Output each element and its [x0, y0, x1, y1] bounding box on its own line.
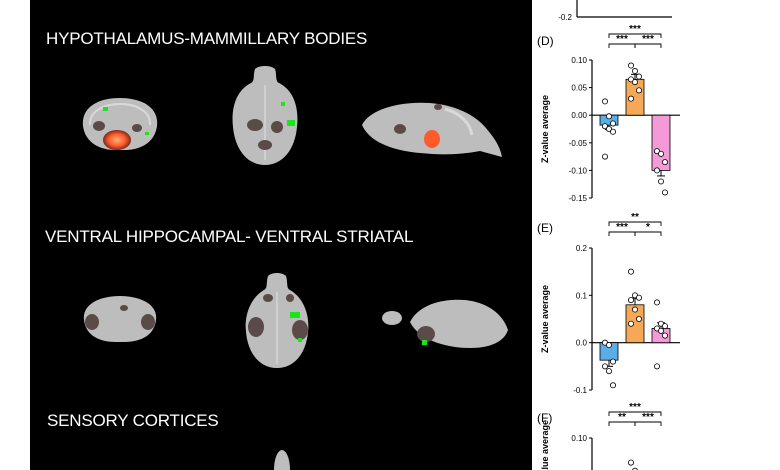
brain-image-panel: HYPOTHALAMUS-MAMMILLARY BODIES VENTRAL H…	[30, 0, 532, 470]
data-point	[606, 126, 613, 133]
significance-label: ***	[629, 24, 641, 35]
data-point	[628, 95, 635, 102]
data-point	[602, 123, 609, 130]
data-point	[632, 68, 639, 75]
data-point	[628, 297, 635, 304]
section-title-hypothalamus: HYPOTHALAMUS-MAMMILLARY BODIES	[46, 29, 368, 48]
significance-bracket	[608, 33, 662, 38]
data-point	[628, 268, 635, 275]
coronal-brain-slice-2	[83, 296, 157, 342]
data-point	[661, 323, 668, 330]
data-point	[632, 79, 639, 86]
significance-label: ***	[616, 222, 628, 233]
axial-brain-slice-1	[232, 66, 298, 165]
sagittal-brain-slice-2	[382, 299, 508, 348]
y-tick-label: -0.10	[569, 166, 588, 175]
significance-label: ***	[629, 402, 641, 413]
data-point	[606, 342, 613, 349]
y-tick-label: -0.15	[569, 194, 588, 203]
data-point	[628, 62, 635, 69]
data-point	[610, 128, 617, 135]
significance-label: ***	[616, 34, 628, 45]
data-point	[632, 306, 639, 313]
data-point	[658, 150, 665, 157]
section-title-ventral-hippocampal: VENTRAL HIPPOCAMPAL- VENTRAL STRIATAL	[45, 227, 414, 246]
y-tick-label: 0.1	[576, 291, 588, 300]
section-title-sensory-cortices: SENSORY CORTICES	[47, 411, 219, 430]
data-point	[654, 363, 661, 370]
y-tick-label: 0.10	[571, 56, 587, 65]
data-point	[654, 299, 661, 306]
significance-label: *	[646, 222, 650, 233]
data-point	[606, 113, 613, 120]
y-tick-label: 0.00	[571, 111, 587, 120]
axial-brain-slice-2	[245, 273, 309, 368]
data-point	[602, 153, 609, 160]
significance-bracket	[634, 421, 662, 426]
panel-label: (F)	[537, 411, 552, 425]
sagittal-brain-slice-1	[362, 102, 502, 157]
data-point	[636, 73, 643, 80]
data-point	[602, 363, 609, 370]
y-tick-label: 0.10	[571, 434, 587, 443]
data-point	[628, 459, 635, 466]
data-point	[610, 358, 617, 365]
data-point	[636, 294, 643, 301]
y-axis-title: Z-value average	[540, 95, 550, 163]
significance-label: ***	[642, 412, 654, 423]
data-point	[628, 76, 635, 83]
coronal-brain-slice-1	[82, 98, 158, 150]
significance-label: ***	[642, 34, 654, 45]
data-point	[610, 382, 617, 389]
plots-canvas: -0.2 (D) 0.10 0.05 0.00 -0.05 -0.10 -0.15 Z-val…	[537, 0, 680, 470]
data-point	[658, 178, 665, 185]
y-tick-label: -0.1	[573, 386, 587, 395]
panel-label: (E)	[537, 221, 553, 235]
significance-bracket	[634, 231, 662, 236]
data-point	[654, 167, 661, 174]
data-point	[658, 327, 665, 334]
data-point	[628, 320, 635, 327]
significance-label: **	[631, 212, 639, 223]
axial-brain-slice-3	[274, 450, 290, 470]
significance-label: **	[618, 412, 626, 423]
y-axis-title: Z-value average	[540, 420, 550, 470]
data-point	[661, 159, 668, 166]
significance-bracket	[634, 43, 662, 48]
data-point	[610, 120, 617, 127]
panel-label: (D)	[537, 34, 554, 48]
y-tick-label: 0.05	[571, 84, 587, 93]
y-tick-label: 0.0	[576, 339, 588, 348]
data-point	[636, 87, 643, 94]
y-axis-title: Z-value average	[540, 285, 550, 353]
data-point	[606, 368, 613, 375]
data-point	[636, 315, 643, 322]
significance-bracket	[608, 221, 662, 226]
plots-panel: -0.2 (D) 0.10 0.05 0.00 -0.05 -0.10 -0.15 Z-val…	[532, 0, 780, 470]
data-point	[661, 189, 668, 196]
significance-bracket	[608, 411, 662, 416]
top-axis-tick: -0.2	[558, 13, 572, 22]
data-point	[661, 332, 668, 339]
y-tick-label: 0.2	[576, 244, 588, 253]
data-point	[654, 148, 661, 155]
y-tick-label: -0.05	[569, 139, 588, 148]
data-point	[602, 98, 609, 105]
